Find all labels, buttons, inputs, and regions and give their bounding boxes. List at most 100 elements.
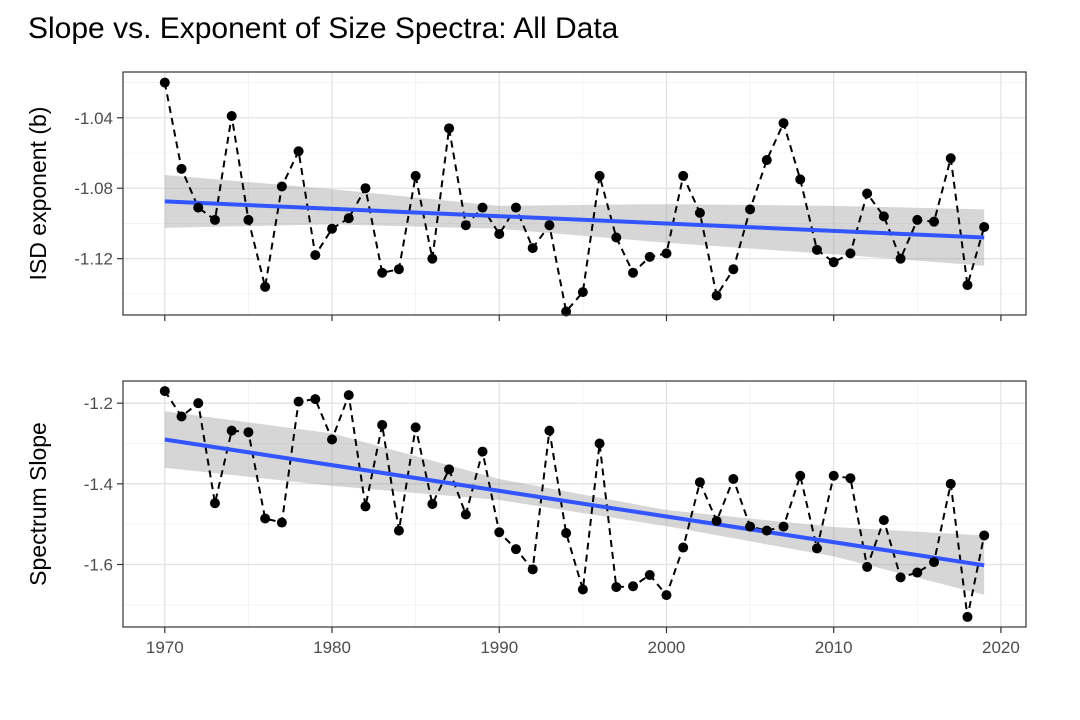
data-point	[661, 248, 672, 259]
data-point	[176, 163, 187, 174]
data-point	[226, 425, 237, 436]
y-tick-label: -1.04	[74, 109, 113, 128]
y-tick-label: -1.12	[74, 250, 113, 269]
data-point	[594, 170, 605, 181]
data-point	[494, 527, 505, 538]
data-point	[628, 267, 639, 278]
y-tick-label: -1.6	[84, 555, 113, 574]
data-point	[962, 280, 973, 291]
panel-spectrum-slope: -1.2 -1.4 -1.6 1970 1980 1990 2000 2010 2020 Sp…	[25, 380, 1027, 657]
data-point	[845, 248, 856, 259]
data-point	[862, 188, 873, 199]
data-point	[661, 590, 672, 601]
data-point	[544, 425, 555, 436]
data-point	[393, 264, 404, 275]
data-point	[427, 253, 438, 264]
data-point	[176, 411, 187, 422]
data-point	[845, 473, 856, 484]
data-point	[193, 202, 204, 213]
data-point	[276, 517, 287, 528]
data-point	[427, 499, 438, 509]
data-point	[912, 214, 923, 225]
data-point	[193, 398, 204, 409]
data-point	[912, 567, 923, 578]
panel-isd-exponent: -1.04 -1.08 -1.12 ISD exponent (b)	[25, 71, 1027, 321]
panel-slope-points	[159, 386, 990, 622]
x-tick-label: 1980	[313, 638, 351, 657]
panel-isd-border	[122, 71, 1027, 316]
data-point	[377, 267, 388, 278]
data-point	[276, 181, 287, 192]
data-point	[327, 434, 338, 445]
data-point	[343, 390, 354, 401]
data-point	[226, 111, 237, 122]
data-point	[260, 281, 271, 292]
data-point	[778, 118, 789, 129]
data-point	[460, 220, 471, 231]
data-point	[778, 521, 789, 532]
data-point	[694, 207, 705, 218]
y-tick-label: -1.08	[74, 179, 113, 198]
data-point	[644, 251, 655, 262]
panel-slope-grid	[123, 381, 1026, 627]
data-point	[561, 528, 572, 539]
data-point	[895, 253, 906, 264]
x-tick-label: 1970	[146, 638, 184, 657]
data-point	[444, 123, 455, 134]
data-point	[243, 214, 254, 225]
data-point	[510, 202, 521, 213]
data-point	[360, 183, 371, 194]
data-point	[260, 513, 271, 524]
data-point	[761, 155, 772, 166]
data-point	[527, 564, 538, 575]
data-point	[360, 501, 371, 512]
data-point	[694, 477, 705, 488]
data-point	[377, 419, 388, 430]
data-point	[159, 77, 170, 88]
panel-slope-y-axis: -1.2 -1.4 -1.6	[84, 394, 123, 574]
panel-slope-trend-line	[164, 437, 985, 568]
data-point	[310, 250, 321, 261]
data-point	[209, 214, 220, 225]
data-point	[828, 257, 839, 268]
data-point	[494, 229, 505, 239]
data-point	[929, 216, 940, 227]
data-point	[795, 470, 806, 481]
data-point	[962, 611, 973, 622]
data-point	[477, 202, 488, 213]
data-point	[594, 438, 605, 449]
data-point	[945, 478, 956, 489]
panel-isd-trend-line	[164, 199, 985, 240]
data-point	[310, 394, 321, 405]
data-point	[979, 530, 990, 541]
chart-title: Slope vs. Exponent of Size Spectra: All …	[28, 12, 619, 45]
data-point	[761, 525, 772, 536]
panel-slope-x-axis: 1970 1980 1990 2000 2010 2020	[146, 627, 1020, 657]
data-point	[527, 243, 538, 254]
data-point	[878, 515, 889, 526]
data-point	[811, 244, 822, 255]
data-point	[979, 221, 990, 232]
data-point	[711, 290, 722, 301]
data-point	[678, 170, 689, 181]
data-point	[293, 146, 304, 157]
data-point	[711, 515, 722, 526]
panel-slope-border	[122, 380, 1027, 628]
data-point	[444, 464, 455, 475]
data-point	[678, 542, 689, 553]
panel-isd-ylabel: ISD exponent (b)	[25, 107, 51, 281]
data-point	[862, 561, 873, 572]
data-point	[343, 213, 354, 224]
data-point	[745, 204, 756, 215]
data-point	[745, 521, 756, 532]
data-point	[644, 569, 655, 580]
data-point	[795, 174, 806, 185]
panel-isd-y-axis: -1.04 -1.08 -1.12	[74, 109, 123, 269]
data-point	[327, 223, 338, 234]
panel-isd-x-axis	[164, 315, 1002, 321]
data-point	[209, 498, 220, 509]
data-point	[929, 557, 940, 568]
data-point	[544, 220, 555, 231]
panel-slope-ylabel: Spectrum Slope	[25, 422, 51, 586]
